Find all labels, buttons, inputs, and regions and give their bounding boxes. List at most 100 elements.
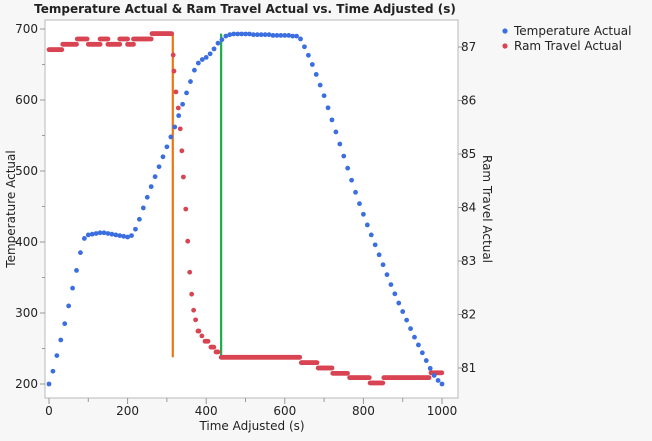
y2-tick-label: 81 bbox=[461, 361, 476, 375]
y2-tick-label: 83 bbox=[461, 254, 476, 268]
temperature-point bbox=[435, 378, 441, 383]
temperature-point bbox=[357, 201, 362, 207]
temperature-point bbox=[74, 268, 79, 273]
temperature-point bbox=[203, 55, 209, 60]
temperature-point bbox=[172, 124, 178, 130]
temperature-point bbox=[168, 134, 174, 140]
temperature-point bbox=[121, 233, 127, 239]
temperature-point bbox=[254, 32, 260, 38]
temperature-point bbox=[129, 233, 134, 239]
temperature-point bbox=[317, 82, 323, 88]
temperature-point bbox=[439, 381, 445, 387]
temperature-point bbox=[337, 141, 343, 147]
temperature-point bbox=[231, 31, 237, 37]
ram-travel-point bbox=[189, 291, 195, 297]
temperature-point bbox=[325, 105, 331, 111]
ram-travel-point bbox=[148, 36, 154, 42]
temperature-point bbox=[313, 72, 319, 77]
temperature-point bbox=[188, 79, 193, 84]
temperature-point bbox=[380, 262, 386, 268]
ram-travel-point bbox=[131, 41, 136, 47]
temperature-point bbox=[211, 46, 217, 52]
ram-travel-point bbox=[211, 344, 217, 350]
temperature-point bbox=[258, 32, 264, 38]
temperature-point bbox=[392, 291, 398, 297]
temperature-point bbox=[235, 31, 241, 37]
ram-travel-point bbox=[439, 370, 445, 376]
temperature-point bbox=[396, 300, 402, 306]
y-tick-label: 700 bbox=[15, 22, 38, 36]
temperature-point bbox=[148, 184, 154, 190]
ram-travel-point bbox=[345, 370, 350, 376]
y2-tick-label: 87 bbox=[461, 40, 476, 54]
temperature-point bbox=[309, 62, 315, 67]
temperature-point bbox=[431, 373, 437, 378]
temperature-point bbox=[133, 226, 138, 232]
temperature-point bbox=[423, 358, 429, 363]
temperature-point bbox=[164, 144, 170, 150]
ram-travel-point bbox=[185, 238, 191, 244]
x-axis-label: Time Adjusted (s) bbox=[198, 419, 304, 433]
temperature-point bbox=[176, 113, 182, 119]
ram-travel-point bbox=[193, 317, 198, 323]
temperature-point bbox=[341, 153, 347, 159]
ram-travel-point bbox=[175, 105, 181, 111]
temperature-point bbox=[266, 32, 272, 38]
temperature-point bbox=[70, 285, 75, 291]
temperature-point bbox=[78, 250, 83, 256]
temperature-point bbox=[333, 129, 339, 135]
temperature-point bbox=[247, 31, 252, 37]
temperature-point bbox=[404, 317, 410, 323]
temperature-point bbox=[282, 32, 288, 38]
x-tick-label: 800 bbox=[352, 404, 375, 418]
temperature-point bbox=[192, 67, 197, 73]
temperature-point bbox=[349, 177, 355, 183]
y2-axis-label: Ram Travel Actual bbox=[480, 155, 494, 263]
temperature-point bbox=[160, 154, 166, 160]
temperature-point bbox=[298, 36, 303, 42]
temperature-point bbox=[239, 31, 244, 37]
temperature-point bbox=[329, 117, 335, 123]
temperature-point bbox=[286, 32, 292, 38]
ram-travel-point bbox=[84, 36, 90, 42]
ram-travel-point bbox=[191, 307, 197, 313]
temperature-point bbox=[227, 32, 233, 38]
temperature-point bbox=[117, 233, 123, 239]
ram-travel-point bbox=[215, 349, 221, 355]
temperature-point bbox=[180, 101, 186, 107]
temperature-point bbox=[368, 232, 374, 238]
temperature-point bbox=[85, 232, 91, 238]
y-tick-label: 400 bbox=[15, 235, 38, 249]
ram-travel-point bbox=[125, 36, 130, 42]
temperature-point bbox=[199, 57, 205, 62]
ram-travel-point bbox=[169, 31, 175, 37]
temperature-point bbox=[89, 231, 95, 237]
temperature-point bbox=[207, 51, 213, 57]
y2-tick-label: 86 bbox=[461, 94, 476, 108]
temperature-point bbox=[219, 37, 225, 43]
temperature-point bbox=[97, 230, 103, 236]
temperature-point bbox=[274, 32, 280, 38]
y-tick-label: 300 bbox=[15, 306, 38, 320]
ram-travel-point bbox=[117, 41, 123, 47]
ram-travel-point bbox=[179, 148, 185, 154]
temperature-point bbox=[384, 272, 390, 278]
temperature-point bbox=[353, 189, 358, 195]
ram-travel-point bbox=[205, 338, 211, 344]
temperature-point bbox=[302, 44, 307, 50]
temperature-point bbox=[46, 381, 52, 387]
x-tick-label: 600 bbox=[273, 404, 296, 418]
temperature-point bbox=[223, 33, 229, 39]
ram-travel-point bbox=[366, 375, 372, 381]
plot-area bbox=[44, 19, 459, 399]
ram-travel-point bbox=[181, 174, 186, 180]
temperature-point bbox=[294, 33, 299, 39]
ram-travel-point bbox=[329, 365, 335, 371]
temperature-point bbox=[416, 342, 421, 348]
temperature-point bbox=[290, 33, 296, 39]
temperature-point bbox=[144, 194, 150, 200]
temperature-point bbox=[140, 205, 146, 211]
ram-travel-point bbox=[196, 328, 202, 334]
temperature-point bbox=[419, 350, 425, 356]
